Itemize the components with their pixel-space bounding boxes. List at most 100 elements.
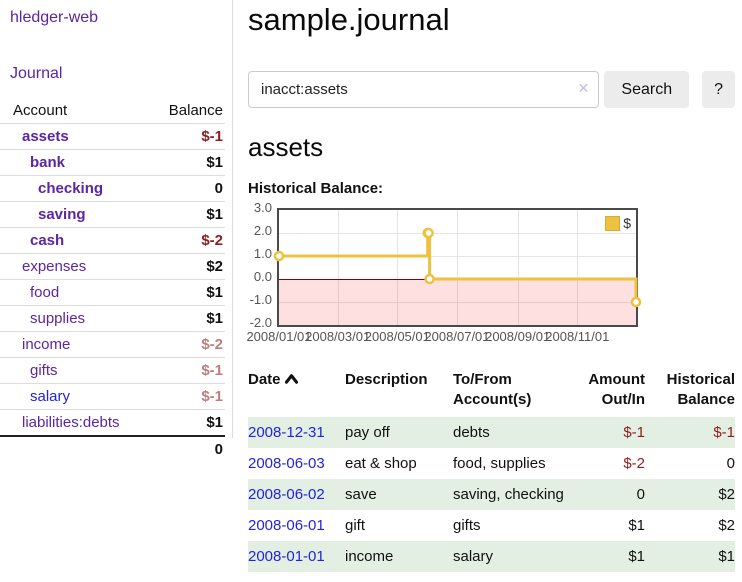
transaction-amount: $-1 (623, 423, 645, 441)
account-balance: $2 (206, 258, 223, 275)
transaction-date-link[interactable]: 2008-06-03 (248, 454, 325, 472)
help-button[interactable]: ? (702, 71, 735, 108)
accounts-col-balance: Balance (153, 98, 225, 124)
register-row: 2008-06-02 save saving, checking 0 $2 (248, 478, 735, 510)
account-balance: $-1 (201, 128, 223, 145)
account-link-food[interactable]: food (30, 284, 60, 301)
sidebar-item-journal[interactable]: Journal (10, 65, 63, 82)
transaction-balance: $-1 (713, 423, 735, 441)
account-balance: $-2 (201, 232, 223, 249)
register-table: Date Description To/From Account(s) Amoun… (248, 367, 735, 572)
account-row-gifts: gifts $-1 (0, 357, 225, 384)
account-balance: $-1 (201, 388, 223, 405)
register-col-amount: Amount Out/In (588, 371, 645, 409)
chart-y-axis: 3.0 2.0 1.0 0.0 -1.0 -2.0 (249, 200, 272, 330)
register-row: 2008-12-31 pay off debts $-1 $-1 (248, 416, 735, 448)
account-balance: $1 (206, 414, 223, 431)
register-row: 2008-06-03 eat & shop food, supplies $-2… (248, 448, 735, 479)
transaction-date-link[interactable]: 2008-06-01 (248, 516, 325, 534)
register-col-date[interactable]: Date (248, 367, 345, 417)
account-balance: $-1 (201, 362, 223, 379)
clear-search-icon[interactable]: ✕ (577, 80, 590, 96)
register-col-balance: Historical Balance (666, 371, 735, 409)
transaction-description: income (345, 547, 394, 565)
transaction-description: eat & shop (345, 454, 417, 472)
account-link-assets[interactable]: assets (22, 128, 69, 145)
historical-balance-chart: 3.0 2.0 1.0 0.0 -1.0 -2.0 $ 2008/01/01 2008/03… (246, 200, 735, 351)
account-link-bank[interactable]: bank (30, 154, 66, 171)
account-link-salary[interactable]: salary (30, 388, 71, 405)
brand-link[interactable]: hledger-web (10, 9, 99, 26)
accounts-col-account: Account (0, 98, 154, 124)
sidebar: hledger-web Journal Account Balance asse… (0, 0, 233, 462)
account-link-checking[interactable]: checking (38, 180, 104, 197)
sort-ascending-icon (284, 370, 298, 390)
transaction-balance: $2 (718, 485, 735, 503)
account-link-liabilities-debts[interactable]: liabilities:debts (22, 414, 120, 431)
account-row-cash: cash $-2 (0, 227, 225, 254)
transaction-accounts: gifts (453, 516, 481, 534)
accounts-table: Account Balance assets $-1 bank $1 check… (0, 98, 225, 462)
search-button[interactable]: Search (604, 71, 690, 108)
transaction-amount: 0 (636, 485, 645, 503)
register-col-tofrom: To/From Account(s) (453, 371, 532, 409)
account-row-liabilities-debts: liabilities:debts $1 (0, 409, 225, 437)
transaction-description: save (345, 485, 377, 503)
account-row-supplies: supplies $1 (0, 305, 225, 332)
register-row: 2008-06-01 gift gifts $1 $2 (248, 510, 735, 541)
account-row-saving: saving $1 (0, 201, 225, 228)
chart-plot[interactable]: $ (273, 208, 642, 327)
account-row-food: food $1 (0, 279, 225, 306)
account-link-saving[interactable]: saving (38, 206, 86, 223)
transaction-date-link[interactable]: 2008-06-02 (248, 485, 325, 503)
register-col-date-label: Date (248, 371, 281, 388)
transaction-description: pay off (345, 423, 390, 441)
account-balance: 0 (214, 180, 223, 197)
account-link-cash[interactable]: cash (30, 232, 65, 249)
accounts-header-row: Account Balance (0, 98, 225, 124)
account-link-expenses[interactable]: expenses (22, 258, 87, 275)
account-link-income[interactable]: income (22, 336, 71, 353)
register-row: 2008-01-01 income salary $1 $1 (248, 540, 735, 572)
transaction-description: gift (345, 516, 366, 534)
page-title: sample.journal (248, 2, 450, 37)
transaction-accounts: debts (453, 423, 490, 441)
account-link-supplies[interactable]: supplies (30, 310, 86, 327)
chart-legend: $ (605, 215, 631, 231)
transaction-balance: $1 (718, 547, 735, 565)
transaction-balance: $2 (718, 516, 735, 534)
legend-label: $ (623, 215, 631, 231)
account-row-expenses: expenses $2 (0, 253, 225, 280)
main-content: sample.journal ✕ Search ? assets Histori… (246, 0, 735, 572)
account-row-assets: assets $-1 (0, 123, 225, 150)
transaction-accounts: saving, checking (453, 485, 564, 503)
transaction-amount: $-2 (623, 454, 645, 472)
legend-swatch-icon (605, 215, 621, 231)
transaction-accounts: salary (453, 547, 494, 565)
transaction-date-link[interactable]: 2008-01-01 (248, 547, 325, 565)
register-header-row: Date Description To/From Account(s) Amoun… (248, 367, 735, 417)
accounts-total-value: 0 (153, 435, 225, 462)
search-form: ✕ Search ? (248, 71, 735, 108)
account-balance: $1 (206, 310, 223, 327)
account-balance: $1 (206, 206, 223, 223)
transaction-amount: $1 (628, 547, 645, 565)
account-balance: $1 (206, 154, 223, 171)
account-link-gifts[interactable]: gifts (30, 362, 58, 379)
account-heading: assets (248, 132, 324, 162)
transaction-date-link[interactable]: 2008-12-31 (248, 423, 325, 441)
chart-x-axis: 2008/01/01 2008/03/01 2008/05/01 2008/07/01… (246, 329, 610, 344)
transaction-accounts: food, supplies (453, 454, 546, 472)
transaction-balance: 0 (726, 454, 735, 472)
account-row-bank: bank $1 (0, 149, 225, 176)
chart-title: Historical Balance: (248, 180, 384, 197)
account-balance: $-2 (201, 336, 223, 353)
account-row-salary: salary $-1 (0, 383, 225, 410)
account-row-checking: checking 0 (0, 175, 225, 202)
search-input[interactable] (248, 71, 600, 108)
account-row-income: income $-2 (0, 331, 225, 358)
transaction-amount: $1 (628, 516, 645, 534)
account-balance: $1 (206, 284, 223, 301)
register-col-description: Description (345, 371, 428, 388)
